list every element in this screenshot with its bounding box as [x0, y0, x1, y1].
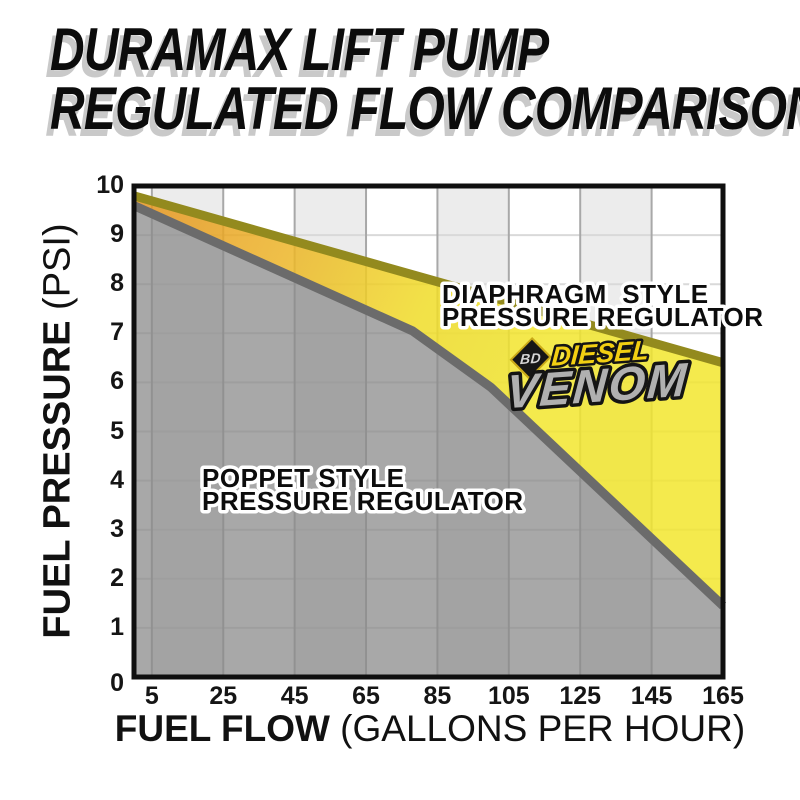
x-tick-label: 85	[423, 682, 452, 710]
y-tick-label: 6	[110, 367, 124, 396]
page-title-line2: REGULATED FLOW COMPARISON	[50, 75, 800, 142]
x-tick-label: 145	[630, 682, 673, 710]
poppet-series-label-line2: PRESSURE REGULATOR	[202, 486, 524, 516]
diaphragm-series-label-line2: PRESSURE REGULATOR	[442, 302, 764, 332]
plot-border	[131, 183, 726, 680]
poppet-series-label-line1: POPPET STYLE	[202, 463, 405, 493]
x-tick-label: 45	[280, 682, 309, 710]
y-tick-label: 5	[110, 416, 124, 445]
y-tick-label: 9	[110, 220, 124, 249]
x-tick-label: 5	[144, 682, 159, 710]
logo-diesel-text: DIESEL	[551, 334, 650, 372]
page-title-line1: DURAMAX LIFT PUMP	[50, 16, 549, 83]
series-lines	[132, 191, 727, 610]
x-axis-title-main: FUEL FLOW	[114, 708, 330, 749]
y-tick-label: 4	[110, 465, 124, 494]
bd-diamond-icon	[509, 336, 552, 380]
x-axis-title-units: (GALLONS PER HOUR)	[329, 708, 746, 749]
y-tick-label: 8	[110, 269, 124, 298]
y-tick-label: 7	[110, 318, 124, 347]
y-tick-label: 10	[96, 171, 124, 199]
diaphragm-area	[134, 195, 723, 606]
poppet-area	[134, 205, 723, 677]
venom-logo: BD DIESEL VENOM	[501, 332, 694, 423]
diaphragm-series-label-line1: DIAPHRAGM STYLE	[442, 279, 709, 309]
y-tick-label: 0	[110, 669, 124, 697]
x-tick-label: 65	[352, 682, 380, 710]
x-tick-label: 25	[209, 682, 238, 710]
x-axis-title: FUEL FLOW (GALLONS PER HOUR)	[110, 708, 750, 750]
y-tick-label: 3	[110, 514, 124, 543]
y-tick-label: 1	[110, 612, 124, 641]
series-areas	[134, 195, 723, 677]
poppet-line	[132, 201, 727, 610]
y-tick-label: 2	[110, 563, 124, 592]
x-tick-label: 165	[702, 682, 744, 710]
logo-bd-text: BD	[520, 350, 542, 368]
page-title: DURAMAX LIFT PUMP REGULATED FLOW COMPARI…	[50, 16, 800, 142]
diaphragm-line	[132, 191, 725, 368]
x-tick-label: 125	[559, 682, 602, 710]
x-tick-label: 105	[487, 682, 530, 710]
